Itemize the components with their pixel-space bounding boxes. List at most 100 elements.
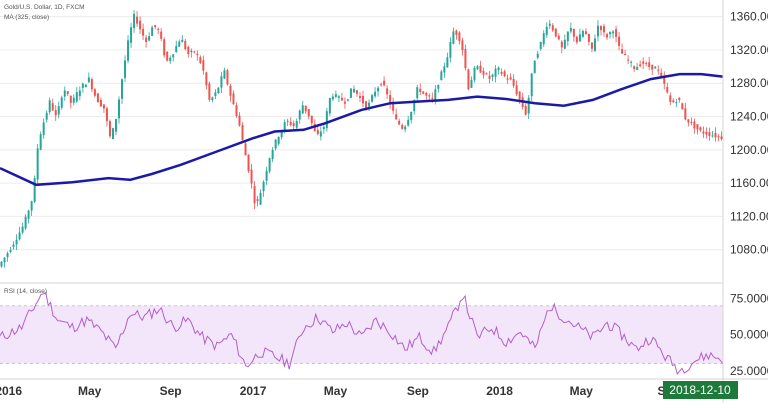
candle-body — [99, 99, 102, 107]
candle-body — [380, 84, 383, 86]
candle-body — [63, 90, 66, 97]
candle-body — [21, 226, 24, 233]
candle-body — [160, 31, 163, 39]
candle-body — [437, 85, 440, 89]
candle-body — [304, 105, 307, 112]
candle-body — [639, 64, 642, 67]
candle-body — [60, 97, 63, 108]
time-tick-label: May — [78, 384, 102, 398]
candle-body — [651, 64, 654, 70]
candle-body — [615, 29, 618, 37]
time-tick-label: S — [658, 384, 666, 398]
candle-body — [211, 97, 214, 101]
candle-body — [690, 122, 693, 124]
candle-body — [684, 108, 687, 120]
candle-body — [90, 79, 93, 90]
candle-body — [633, 66, 636, 69]
candle-body — [205, 72, 208, 86]
candle-body — [277, 137, 280, 144]
candle-body — [711, 135, 714, 137]
candle-body — [410, 111, 413, 121]
candle-body — [343, 101, 346, 104]
current-date-box — [663, 381, 738, 399]
candle-body — [226, 70, 229, 85]
candle-body — [84, 84, 87, 88]
candle-body — [81, 83, 84, 88]
price-tick-label: 1280.00 — [730, 76, 768, 90]
candle-body — [383, 80, 386, 86]
candle-body — [223, 70, 226, 79]
price-grid — [0, 16, 723, 251]
candle-body — [202, 60, 205, 71]
candle-body — [280, 130, 283, 138]
candle-body — [603, 26, 606, 33]
candle-body — [699, 127, 702, 131]
candle-body — [714, 132, 717, 138]
candle-body — [660, 72, 663, 77]
candle-body — [506, 78, 509, 80]
candle-body — [681, 103, 684, 110]
candle-body — [368, 102, 371, 107]
price-tick-label: 1320.00 — [730, 43, 768, 57]
candle-body — [575, 36, 578, 43]
candle-body — [172, 54, 175, 58]
candle-body — [48, 100, 51, 113]
candle-body — [157, 28, 160, 30]
time-tick-label: May — [570, 384, 594, 398]
rsi-legend: RSI (14, close) — [4, 288, 47, 295]
time-tick-label: 2018 — [486, 384, 513, 398]
candle-body — [30, 201, 33, 211]
candle-body — [87, 77, 90, 83]
candle-body — [693, 121, 696, 129]
candle-body — [512, 78, 515, 86]
candle-body — [0, 261, 3, 267]
candle-body — [145, 37, 148, 42]
candle-body — [259, 192, 262, 205]
candle-body — [389, 94, 392, 105]
candle-body — [377, 87, 380, 92]
candle-body — [256, 199, 259, 202]
candle-body — [515, 85, 518, 95]
candle-body — [340, 97, 343, 101]
candle-body — [452, 31, 455, 44]
candle-body — [374, 91, 377, 97]
candle-body — [295, 120, 298, 128]
candle-body — [331, 96, 334, 100]
candle-body — [666, 87, 669, 93]
candle-body — [136, 16, 139, 24]
candle-body — [154, 25, 157, 28]
candle-body — [15, 239, 18, 245]
candle-body — [488, 75, 491, 79]
candle-body — [124, 60, 127, 79]
candle-body — [636, 67, 639, 70]
candle-body — [241, 125, 244, 140]
candle-body — [93, 89, 96, 96]
candle-body — [325, 111, 328, 129]
candle-body — [687, 119, 690, 123]
candle-body — [328, 98, 331, 114]
candle-body — [392, 101, 395, 111]
candle-body — [298, 110, 301, 120]
candle-body — [648, 62, 651, 67]
candle-body — [533, 60, 536, 74]
candle-body — [584, 31, 587, 34]
candle-body — [566, 31, 569, 42]
candle-body — [443, 66, 446, 73]
candle-body — [148, 36, 151, 41]
candle-body — [503, 71, 506, 77]
candle-body — [196, 53, 199, 55]
candle-body — [621, 49, 624, 54]
candle-body — [702, 131, 705, 134]
candle-body — [142, 28, 145, 36]
candle-body — [349, 88, 352, 98]
candle-body — [66, 91, 69, 94]
candles-layer — [0, 10, 723, 268]
candle-body — [497, 67, 500, 71]
candle-body — [612, 31, 615, 34]
candle-body — [663, 76, 666, 84]
candle-body — [485, 73, 488, 75]
candle-body — [560, 41, 563, 48]
